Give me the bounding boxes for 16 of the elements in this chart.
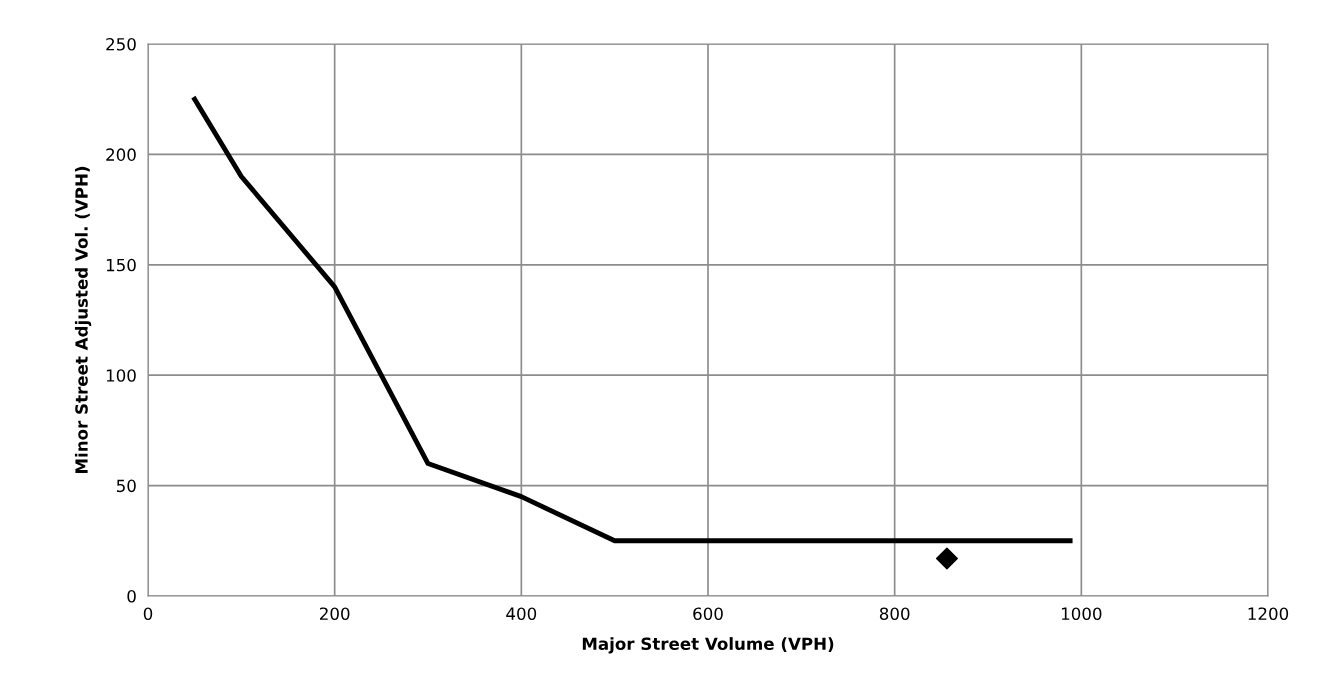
x-axis-title: Major Street Volume (VPH) [582,637,834,654]
x-tick-label: 800 [879,607,910,621]
x-tick-label: 1000 [1061,607,1102,621]
x-tick-label: 400 [506,607,537,621]
x-tick-label: 1200 [1248,607,1289,621]
y-tick-label: 50 [116,479,136,493]
line-series [192,96,1073,544]
y-tick-label: 150 [106,258,136,272]
y-tick-label: 250 [106,37,136,51]
y-axis-title: Minor Street Adjusted Vol. (VPH) [74,166,92,474]
y-tick-label: 100 [106,369,136,382]
x-tick-label: 200 [319,607,350,621]
x-tick-label: 0 [143,607,153,621]
y-tick-label: 0 [127,589,136,603]
y-tick-label: 200 [106,148,136,161]
x-tick-label: 600 [693,607,723,621]
